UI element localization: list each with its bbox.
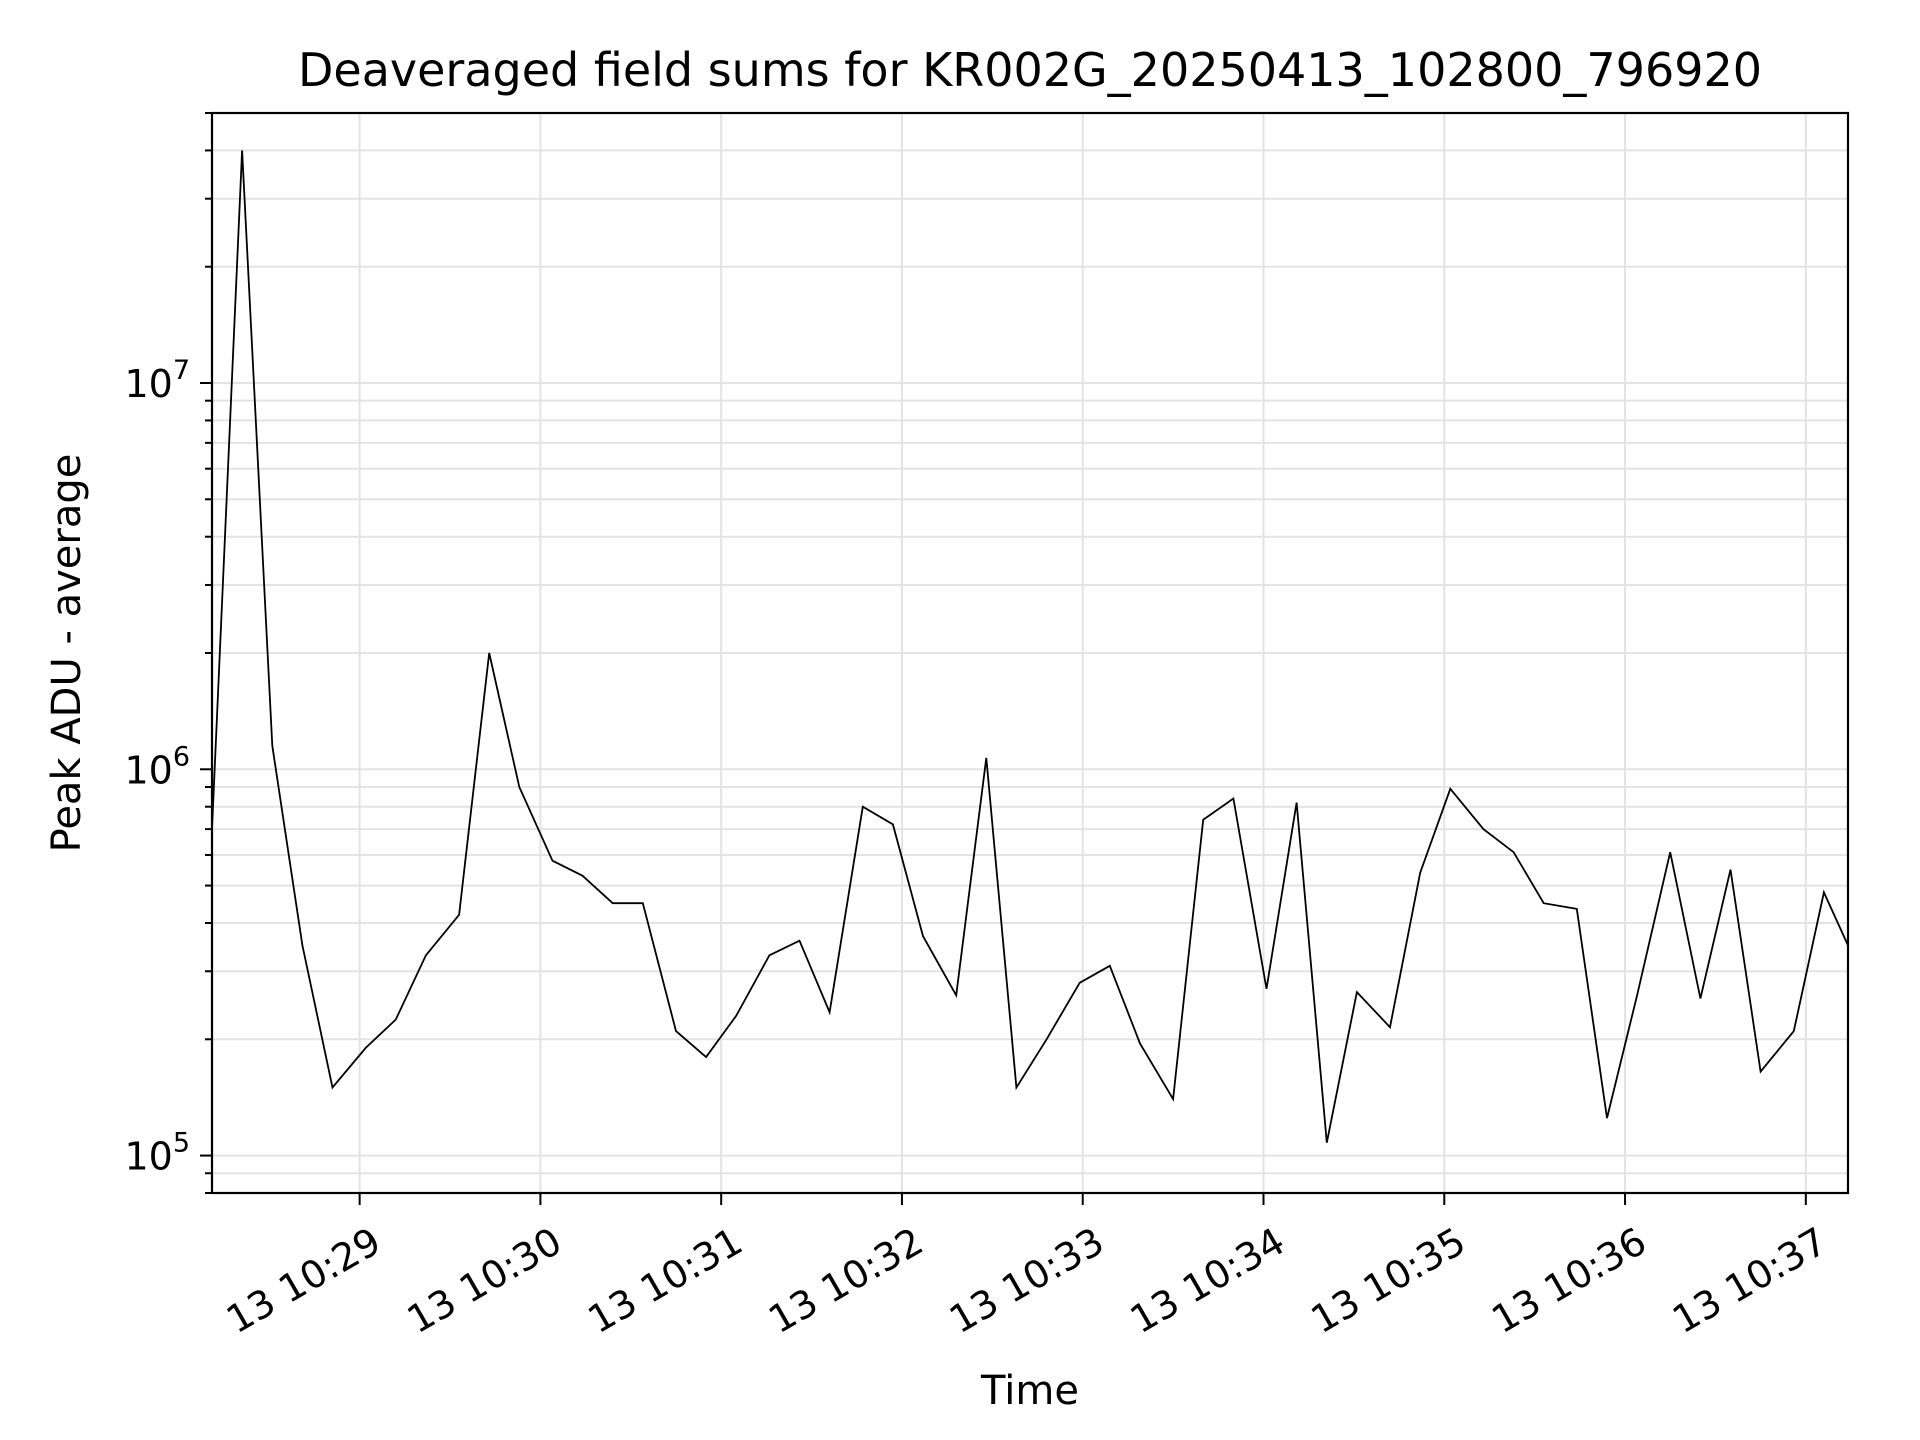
y-tick-label: 107	[124, 355, 190, 406]
y-tick-base: 10	[124, 1135, 172, 1179]
y-tick-exponent: 7	[173, 355, 190, 386]
y-tick-base: 10	[124, 362, 172, 406]
y-axis-title: Peak ADU - average	[44, 454, 90, 853]
grid	[212, 112, 1848, 1194]
y-tick-exponent: 6	[173, 741, 190, 772]
y-tick-label: 106	[124, 741, 190, 792]
chart-title: Deaveraged field sums for KR002G_2025041…	[298, 43, 1762, 97]
x-axis-title: Time	[980, 1368, 1079, 1414]
y-tick-base: 10	[124, 748, 172, 792]
series-line	[211, 150, 1849, 1143]
y-tick-label: 105	[124, 1128, 190, 1179]
y-tick-exponent: 5	[173, 1128, 190, 1159]
